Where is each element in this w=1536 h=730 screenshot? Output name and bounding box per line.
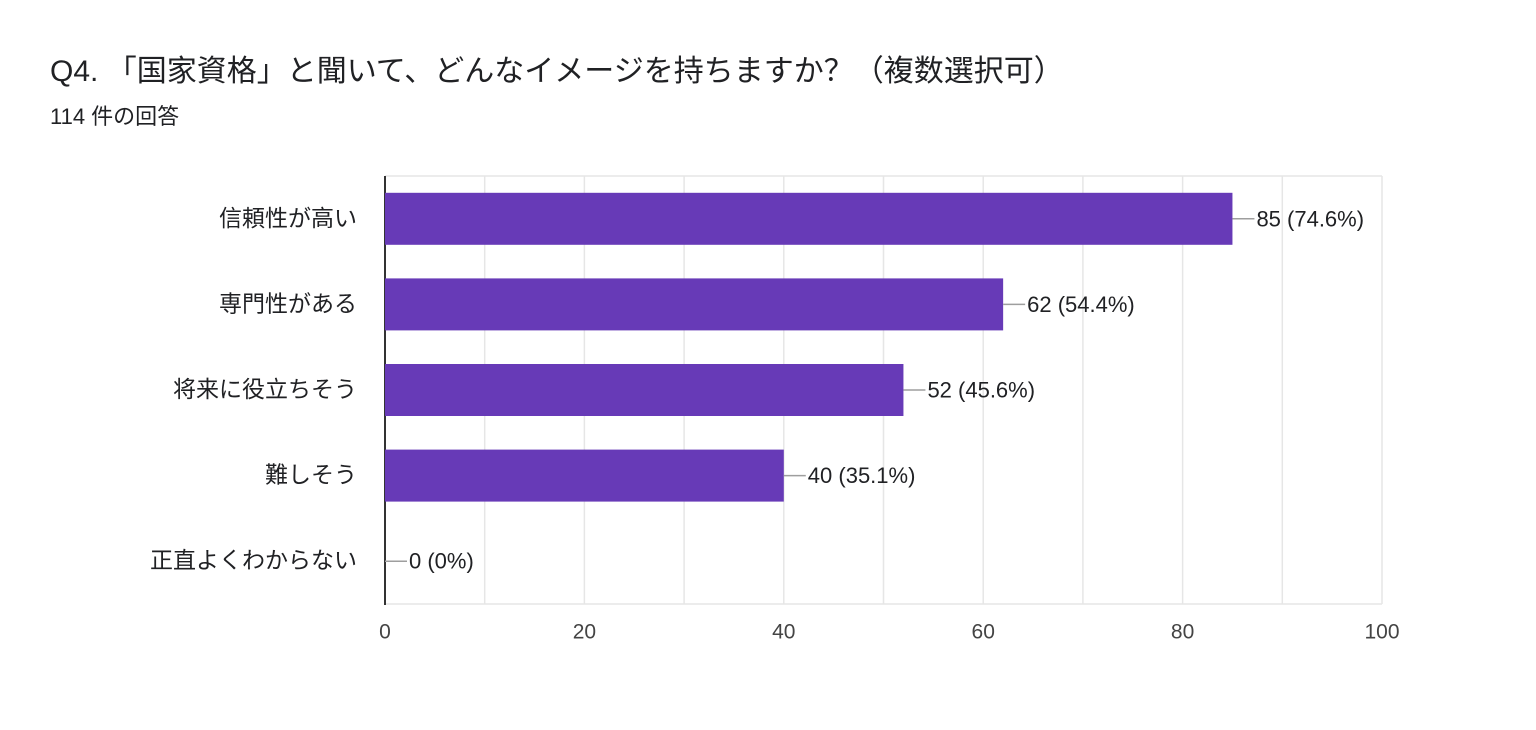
bar — [385, 192, 1233, 245]
bars — [385, 192, 1233, 502]
x-tick-label: 0 — [379, 621, 391, 644]
x-tick-label: 80 — [1171, 621, 1194, 644]
data-label: 52 (45.6%) — [927, 378, 1035, 403]
category-label: 正直よくわからない — [150, 548, 357, 574]
response-count: 114 件の回答 — [50, 104, 180, 129]
data-label: 0 (0%) — [409, 549, 474, 574]
grid-lines — [384, 175, 1383, 605]
x-tick-label: 40 — [772, 621, 795, 644]
bar — [385, 449, 784, 502]
x-tick-label: 60 — [972, 621, 995, 644]
category-label: 専門性がある — [219, 291, 357, 317]
data-label: 40 (35.1%) — [808, 463, 916, 488]
bar — [385, 364, 904, 416]
x-axis-tick-labels: 0 20 40 60 80 100 — [379, 621, 1399, 644]
category-label: 信頼性が高い — [219, 206, 357, 232]
data-label: 85 (74.6%) — [1256, 206, 1364, 231]
data-labels: 85 (74.6%) 62 (54.4%) 52 (45.6%) 40 (35.1%)… — [385, 206, 1364, 574]
category-label: 将来に役立ちそう — [173, 377, 357, 403]
category-label: 難しそう — [265, 463, 357, 489]
x-tick-label: 20 — [573, 621, 596, 644]
x-tick-label: 100 — [1364, 621, 1399, 644]
data-label: 62 (54.4%) — [1027, 292, 1135, 317]
bar — [385, 278, 1004, 331]
chart-title: Q4. 「国家資格」と聞いて、どんなイメージを持ちますか？（複数選択可） — [50, 55, 1064, 88]
